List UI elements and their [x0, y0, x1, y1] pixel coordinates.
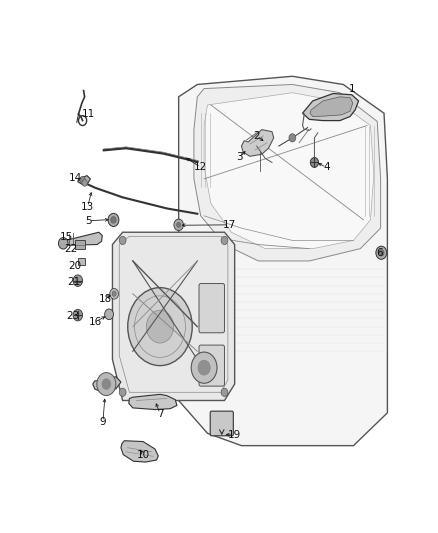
Polygon shape — [194, 84, 381, 261]
Circle shape — [80, 176, 85, 183]
Text: 22: 22 — [64, 245, 78, 254]
Polygon shape — [204, 93, 374, 248]
Circle shape — [73, 275, 83, 286]
Circle shape — [102, 379, 111, 390]
Circle shape — [378, 249, 384, 256]
Polygon shape — [310, 97, 353, 117]
Circle shape — [221, 388, 228, 397]
FancyBboxPatch shape — [199, 284, 224, 333]
Polygon shape — [121, 441, 158, 462]
Circle shape — [119, 388, 126, 397]
Text: 14: 14 — [69, 173, 82, 183]
Polygon shape — [113, 232, 235, 400]
Polygon shape — [93, 377, 121, 392]
Polygon shape — [303, 93, 359, 120]
Text: 11: 11 — [81, 109, 95, 119]
Circle shape — [97, 373, 116, 395]
Text: 3: 3 — [237, 152, 243, 162]
Circle shape — [108, 213, 119, 227]
Circle shape — [376, 246, 387, 260]
Polygon shape — [62, 232, 102, 245]
Text: 15: 15 — [60, 232, 73, 242]
Circle shape — [221, 236, 228, 245]
Text: 13: 13 — [81, 202, 94, 212]
Circle shape — [105, 309, 113, 320]
Text: 9: 9 — [99, 417, 106, 427]
Circle shape — [82, 180, 87, 186]
Text: 10: 10 — [137, 450, 150, 459]
Circle shape — [311, 158, 318, 167]
Circle shape — [73, 309, 83, 321]
Text: 4: 4 — [323, 163, 330, 172]
Polygon shape — [241, 130, 274, 156]
Circle shape — [112, 292, 116, 296]
FancyBboxPatch shape — [210, 411, 233, 436]
Text: 18: 18 — [99, 294, 112, 304]
Circle shape — [128, 288, 192, 366]
Text: 17: 17 — [223, 220, 236, 230]
Text: 16: 16 — [89, 317, 102, 327]
Circle shape — [174, 219, 184, 231]
Circle shape — [119, 236, 126, 245]
Circle shape — [110, 288, 119, 299]
Text: 5: 5 — [85, 216, 92, 226]
Circle shape — [59, 238, 68, 249]
Text: 6: 6 — [377, 248, 383, 258]
Polygon shape — [179, 76, 387, 446]
Text: 19: 19 — [227, 430, 240, 440]
Text: 23: 23 — [66, 311, 79, 321]
Circle shape — [111, 216, 116, 223]
Circle shape — [191, 352, 217, 383]
Text: 20: 20 — [69, 261, 81, 271]
Bar — [75, 240, 85, 249]
Circle shape — [146, 310, 173, 343]
Polygon shape — [129, 394, 177, 409]
Bar — [78, 257, 85, 265]
Circle shape — [289, 134, 296, 142]
Text: 1: 1 — [349, 84, 355, 94]
Text: 7: 7 — [157, 409, 163, 418]
Text: 2: 2 — [254, 131, 260, 141]
Text: 21: 21 — [67, 277, 80, 287]
FancyBboxPatch shape — [199, 345, 224, 386]
Circle shape — [177, 222, 181, 227]
Circle shape — [198, 360, 210, 375]
Text: 12: 12 — [194, 163, 207, 172]
Polygon shape — [78, 175, 90, 184]
